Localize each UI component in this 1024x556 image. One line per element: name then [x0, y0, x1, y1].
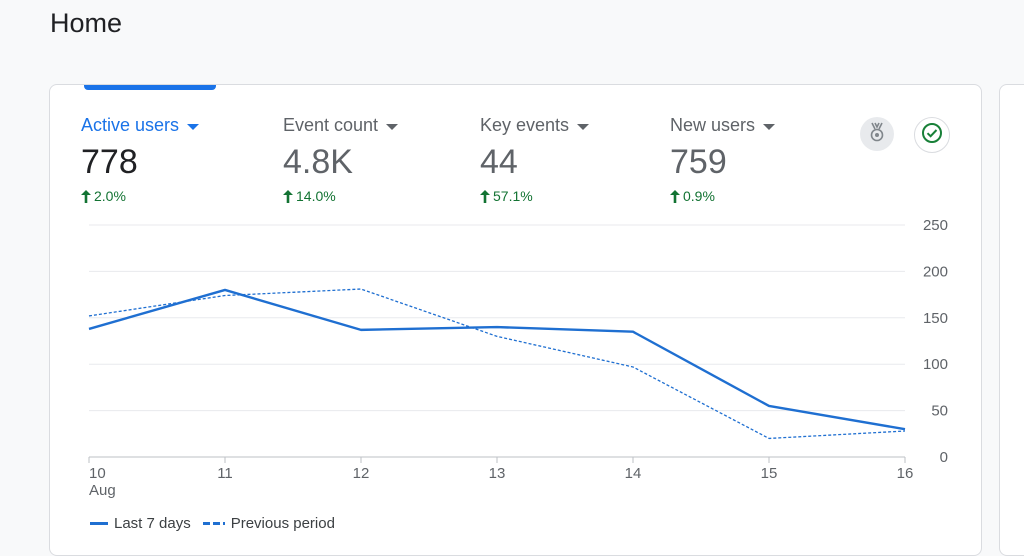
series-line-last-7-days — [89, 290, 905, 429]
x-tick-label: 14 — [625, 465, 642, 482]
legend-item-previous-period[interactable]: Previous period — [203, 515, 335, 532]
legend-swatch-dashed — [203, 522, 225, 525]
y-tick-label: 100 — [923, 356, 948, 373]
y-tick-label: 200 — [923, 263, 948, 280]
x-tick-label: 16 — [897, 465, 914, 482]
legend-swatch-solid — [90, 522, 108, 525]
x-tick-label: 12 — [353, 465, 370, 482]
x-tick-label: 15 — [761, 465, 778, 482]
x-tick-label: 11 — [217, 465, 233, 482]
legend-label: Last 7 days — [114, 515, 191, 532]
y-tick-label: 50 — [931, 403, 948, 420]
x-tick-label: 13 — [489, 465, 506, 482]
legend-label: Previous period — [231, 515, 335, 532]
active-users-chart: 0 50 100 150 200 250 10 11 12 13 14 15 16 Aug — [50, 85, 981, 555]
legend-item-last-7-days[interactable]: Last 7 days — [90, 515, 191, 532]
overview-card: Active users 778 2.0% Event count 4.8K 1… — [49, 84, 982, 556]
x-tick-label: 10 — [89, 465, 106, 482]
y-tick-label: 150 — [923, 310, 948, 327]
chart-legend: Last 7 days Previous period — [90, 515, 335, 532]
y-tick-label: 250 — [923, 217, 948, 234]
page-title: Home — [50, 8, 122, 39]
y-tick-label: 0 — [940, 449, 948, 466]
x-tick-sublabel: Aug — [89, 482, 116, 499]
side-card — [999, 84, 1024, 556]
